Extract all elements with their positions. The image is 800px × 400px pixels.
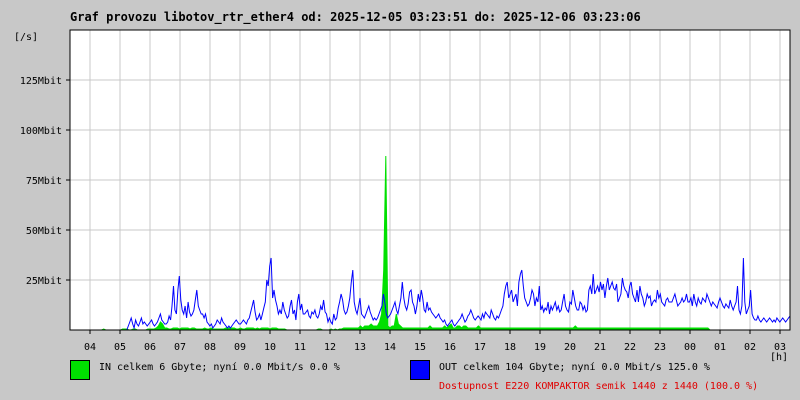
x-tick-label: 07 [174,342,186,353]
x-tick-label: 19 [534,342,546,353]
x-tick-label: 12 [324,342,336,353]
x-tick-label: 23 [654,342,666,353]
out-traffic-line [70,257,791,331]
y-axis-label: [/s] [14,32,38,43]
x-tick-label: 13 [354,342,366,353]
x-tick-label: 01 [714,342,726,353]
in-legend-label: IN celkem 6 Gbyte; nyní 0.0 Mbit/s 0.0 % [99,362,340,373]
availability-text: Dostupnost E220 KOMPAKTOR semik 1440 z 1… [439,381,759,392]
y-tick-label: 75Mbit [26,176,62,187]
in-legend-swatch [70,360,90,380]
y-tick-label: 25Mbit [26,276,62,287]
x-tick-label: 14 [384,342,396,353]
x-tick-label: 22 [624,342,636,353]
x-tick-label: 05 [114,342,126,353]
x-tick-label: 08 [204,342,216,353]
y-tick-label: 125Mbit [20,76,62,87]
x-tick-label: 17 [474,342,486,353]
x-tick-label: 06 [144,342,156,353]
y-tick-label: 50Mbit [26,226,62,237]
x-tick-label: 16 [444,342,456,353]
x-tick-label: 10 [264,342,276,353]
x-tick-label: 11 [294,342,306,353]
out-legend-swatch [410,360,430,380]
x-tick-label: 00 [684,342,696,353]
x-tick-label: 09 [234,342,246,353]
x-tick-label: 03 [774,342,786,353]
x-tick-label: 21 [594,342,606,353]
chart-title: Graf provozu libotov_rtr_ether4 od: 2025… [70,10,641,24]
x-tick-label: 20 [564,342,576,353]
y-tick-label: 100Mbit [20,126,62,137]
x-tick-label: 15 [414,342,426,353]
x-tick-label: 02 [744,342,756,353]
x-axis-label: [h] [770,352,788,363]
out-legend-label: OUT celkem 104 Gbyte; nyní 0.0 Mbit/s 12… [439,362,710,373]
x-tick-label: 04 [84,342,96,353]
plot-border [69,29,791,331]
x-tick-label: 18 [504,342,516,353]
in-traffic-area [70,155,790,331]
